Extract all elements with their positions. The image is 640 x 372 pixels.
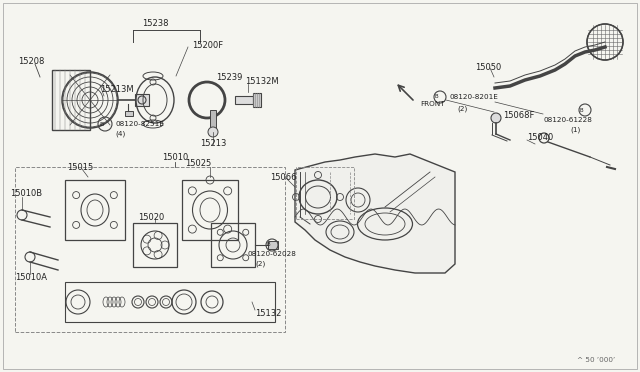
Text: 15010A: 15010A — [15, 273, 47, 282]
Text: (2): (2) — [457, 106, 467, 112]
Bar — [268, 241, 278, 249]
Text: 08120-61228: 08120-61228 — [543, 117, 592, 123]
Text: (4): (4) — [115, 131, 125, 137]
Bar — [235, 96, 253, 104]
Text: 15208: 15208 — [18, 58, 44, 67]
Circle shape — [208, 127, 218, 137]
Text: 15132: 15132 — [255, 310, 282, 318]
Text: 15066: 15066 — [270, 173, 296, 182]
Text: 15025: 15025 — [185, 160, 211, 169]
Bar — [15, 167, 285, 332]
Text: B: B — [579, 108, 583, 112]
Text: 15068F: 15068F — [503, 110, 534, 119]
Text: 15010B: 15010B — [10, 189, 42, 199]
Bar — [210, 110, 216, 132]
Circle shape — [491, 113, 501, 123]
Bar — [52, 70, 90, 130]
Text: 15239: 15239 — [216, 74, 243, 83]
Bar — [65, 180, 125, 240]
Bar — [125, 111, 133, 116]
Bar — [133, 223, 177, 267]
Bar — [211, 223, 255, 267]
Circle shape — [138, 96, 146, 104]
Text: 15020: 15020 — [138, 212, 164, 221]
Text: 15015: 15015 — [67, 163, 93, 171]
Bar — [65, 282, 275, 322]
Text: 15238: 15238 — [141, 19, 168, 28]
Text: (1): (1) — [570, 127, 580, 133]
Text: 15213: 15213 — [200, 140, 227, 148]
Text: 15040: 15040 — [527, 132, 553, 141]
Text: 08120-62028: 08120-62028 — [248, 251, 297, 257]
Text: 15213M: 15213M — [100, 84, 134, 93]
Text: ^ 50 ’000’: ^ 50 ’000’ — [577, 357, 615, 363]
Text: B: B — [266, 243, 270, 247]
Bar — [135, 94, 149, 106]
Text: 08120-8251E: 08120-8251E — [115, 121, 164, 127]
Text: 15050: 15050 — [475, 62, 501, 71]
Text: 15010: 15010 — [162, 153, 188, 161]
Polygon shape — [295, 154, 455, 273]
Text: 15200F: 15200F — [192, 41, 223, 49]
Bar — [253, 93, 261, 107]
Text: 08120-8201E: 08120-8201E — [450, 94, 499, 100]
Text: B: B — [99, 122, 103, 126]
Text: (2): (2) — [255, 261, 265, 267]
Text: 15132M: 15132M — [245, 77, 278, 86]
Text: B: B — [434, 94, 438, 99]
Bar — [182, 180, 238, 240]
Bar — [296, 167, 354, 219]
Text: FRONT: FRONT — [420, 101, 445, 107]
